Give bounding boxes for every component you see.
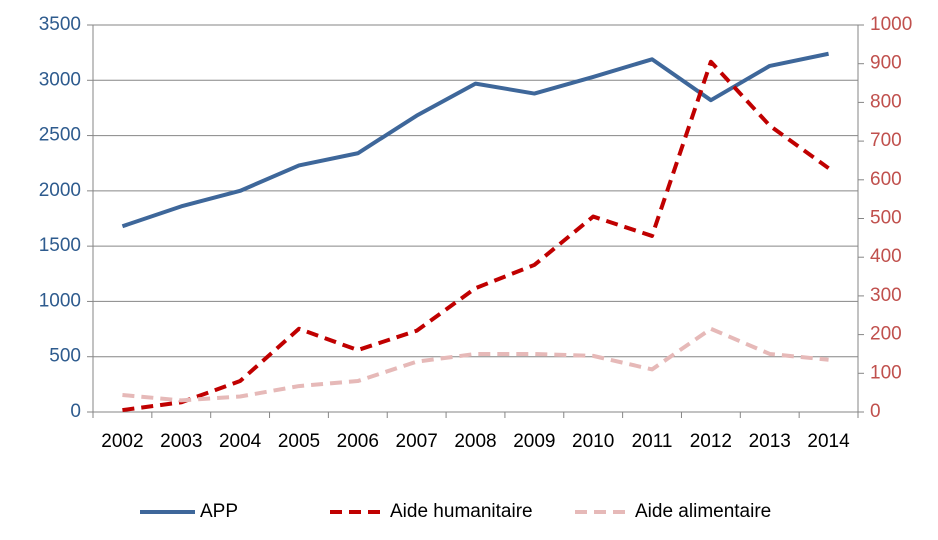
y2-tick-label: 900 <box>870 53 902 74</box>
y2-tick-label: 200 <box>870 324 902 345</box>
x-tick-label: 2011 <box>632 431 673 452</box>
y-tick-label: 1000 <box>39 290 81 311</box>
x-tick-label: 2010 <box>572 431 614 452</box>
x-tick-label: 2006 <box>337 431 379 452</box>
y2-tick-label: 300 <box>870 285 902 306</box>
y2-tick-label: 1000 <box>870 14 912 35</box>
x-tick-label: 2004 <box>219 431 262 452</box>
y2-tick-label: 600 <box>870 169 902 190</box>
y2-tick-label: 100 <box>870 362 902 383</box>
x-tick-label: 2008 <box>454 431 496 452</box>
x-tick-label: 2013 <box>749 431 791 452</box>
y-tick-label: 3500 <box>39 14 81 35</box>
y2-tick-label: 400 <box>870 246 902 267</box>
legend-label: Aide alimentaire <box>635 501 771 522</box>
y-tick-label: 0 <box>70 401 81 422</box>
x-tick-label: 2005 <box>278 431 320 452</box>
y2-tick-label: 500 <box>870 208 902 229</box>
x-tick-label: 2007 <box>396 431 438 452</box>
y-tick-label: 1500 <box>39 235 81 256</box>
x-tick-label: 2002 <box>101 431 143 452</box>
y-tick-label: 500 <box>49 346 81 367</box>
x-tick-label: 2014 <box>807 431 850 452</box>
y-tick-label: 2000 <box>39 180 81 201</box>
x-tick-label: 2012 <box>690 431 732 452</box>
y2-tick-label: 0 <box>870 401 881 422</box>
y2-tick-label: 700 <box>870 130 902 151</box>
y-tick-label: 2500 <box>39 125 81 146</box>
x-tick-label: 2003 <box>160 431 202 452</box>
y2-tick-label: 800 <box>870 91 902 112</box>
x-tick-label: 2009 <box>513 431 555 452</box>
legend-label: Aide humanitaire <box>390 501 533 522</box>
series-line <box>122 326 829 403</box>
series-line <box>121 51 829 229</box>
y-tick-label: 3000 <box>39 69 81 90</box>
legend-label: APP <box>200 501 238 522</box>
series-line <box>122 59 830 413</box>
